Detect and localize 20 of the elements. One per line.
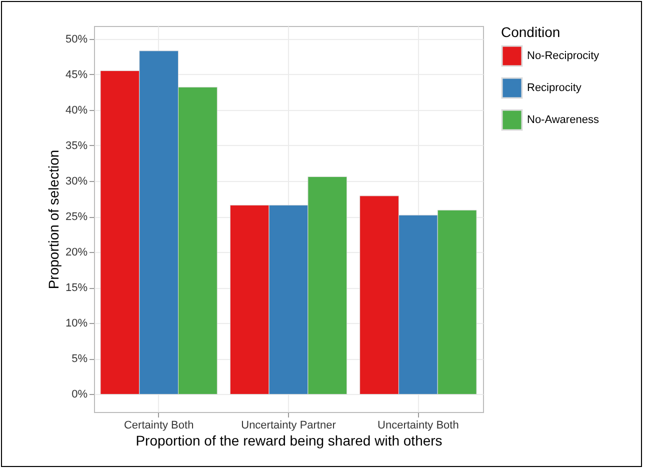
y-tick-label: 45% (65, 68, 88, 81)
y-axis-title: Proportion of selection (45, 150, 62, 290)
x-tick-label: Uncertainty Both (378, 420, 459, 432)
y-tick-label: 5% (72, 353, 88, 366)
y-tick-label: 25% (65, 211, 88, 224)
x-axis-title: Proportion of the reward being shared with others (136, 432, 442, 448)
y-tick-label: 50% (65, 33, 88, 46)
legend-label: Reciprocity (527, 82, 582, 94)
y-tick-label: 20% (65, 246, 88, 259)
legend-label: No-Reciprocity (527, 50, 600, 62)
x-tick-label: Certainty Both (124, 420, 194, 432)
y-tick-label: 30% (65, 175, 88, 188)
x-tick-label: Uncertainty Partner (241, 420, 336, 432)
legend-label: No-Awareness (527, 114, 600, 126)
legend-title: Condition (501, 24, 560, 40)
y-tick-label: 10% (65, 318, 88, 330)
y-tick-label: 40% (65, 104, 88, 116)
y-tick-label: 35% (65, 140, 88, 152)
y-tick-label: 0% (72, 388, 88, 401)
y-tick-label: 15% (65, 282, 88, 294)
